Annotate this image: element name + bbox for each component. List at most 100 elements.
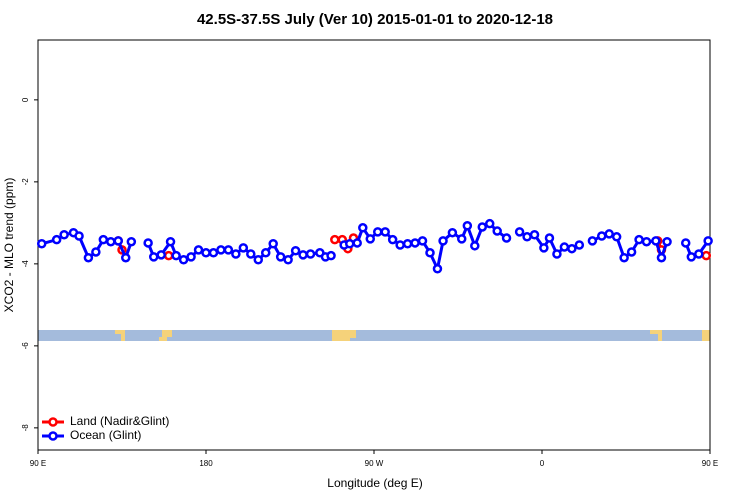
data-point [163, 250, 174, 261]
data-point [656, 252, 667, 263]
data-point [686, 252, 697, 262]
legend-label: Land (Nadir&Glint) [70, 414, 169, 428]
data-point [574, 240, 585, 250]
data-point [186, 252, 196, 262]
data-point [567, 243, 577, 254]
x-tick-label: 180 [199, 459, 213, 468]
data-point [470, 241, 480, 251]
data-point [634, 234, 644, 245]
data-point [402, 239, 413, 249]
data-point [462, 220, 473, 231]
data-point [611, 232, 622, 242]
legend-marker [48, 417, 58, 427]
data-point [223, 245, 234, 255]
data-point [83, 252, 94, 263]
y-tick-label: -4 [21, 260, 30, 268]
data-point [694, 249, 704, 259]
data-point [596, 231, 607, 241]
chart-title: 42.5S-37.5S July (Ver 10) 2015-01-01 to … [197, 11, 553, 28]
data-point [477, 222, 488, 232]
data-point [417, 236, 428, 246]
x-tick-label: 90 W [365, 459, 384, 468]
x-tick-label: 90 E [30, 459, 46, 468]
data-point [216, 245, 226, 255]
data-point [171, 250, 181, 261]
data-point [74, 231, 84, 241]
data-point [165, 236, 176, 247]
data-point [680, 238, 691, 248]
data-point [113, 236, 124, 246]
data-point [703, 236, 713, 246]
data-point [120, 252, 131, 263]
data-point [395, 240, 405, 250]
data-point [275, 252, 286, 262]
data-point [522, 232, 532, 242]
data-point [91, 247, 101, 257]
data-point [701, 250, 712, 261]
data-point [260, 248, 271, 258]
data-point [484, 218, 495, 229]
data-point [641, 236, 652, 247]
legend-marker [48, 431, 58, 441]
data-point [380, 227, 390, 237]
data-point [253, 255, 264, 265]
data-point [238, 243, 249, 253]
x-tick-label: 90 E [702, 459, 718, 468]
data-point [330, 234, 340, 245]
data-point [51, 234, 62, 245]
data-point [425, 248, 435, 258]
data-point [492, 226, 502, 236]
data-point [193, 245, 204, 255]
data-point [148, 252, 159, 262]
data-point [604, 229, 614, 239]
data-point [326, 250, 336, 261]
legend-label: Ocean (Glint) [70, 428, 141, 442]
y-tick-label: -8 [21, 424, 30, 432]
x-tick-label: 0 [540, 459, 545, 468]
data-point [352, 238, 362, 248]
data-point [447, 227, 458, 238]
data-point [98, 234, 109, 245]
data-point [36, 239, 47, 249]
data-point [501, 233, 512, 243]
data-point [231, 249, 241, 259]
data-point [387, 234, 398, 245]
data-point [298, 250, 308, 260]
data-point [587, 236, 598, 246]
data-point [201, 248, 211, 258]
data-point [626, 247, 637, 257]
data-point [372, 227, 383, 237]
data-point [514, 227, 525, 237]
data-point [59, 230, 69, 240]
data-point [178, 255, 189, 265]
data-point [126, 236, 137, 247]
y-tick-label: 0 [21, 97, 30, 102]
data-point [208, 248, 219, 258]
data-point [544, 233, 555, 243]
data-point [552, 249, 562, 259]
data-point [344, 239, 355, 249]
data-point [358, 223, 368, 233]
data-point [283, 255, 293, 265]
y-tick-label: -2 [21, 178, 30, 186]
data-point [290, 245, 301, 256]
y-axis-label: XCO2 - MLO trend (ppm) [2, 178, 16, 313]
land-mask [38, 330, 710, 341]
data-point [651, 236, 661, 246]
data-point [432, 264, 443, 274]
data-point [410, 238, 420, 248]
y-tick-label: -6 [21, 342, 30, 350]
data-point [246, 249, 256, 259]
data-point [559, 242, 570, 252]
data-point [539, 243, 549, 253]
data-point [365, 234, 376, 244]
data-point [456, 234, 467, 244]
plot-frame [37, 39, 711, 451]
x-axis-label: Longitude (deg E) [327, 476, 422, 490]
data-point [529, 230, 540, 240]
data-point [268, 239, 278, 249]
data-point [143, 238, 153, 248]
data-point [619, 252, 629, 263]
data-point [662, 236, 672, 247]
